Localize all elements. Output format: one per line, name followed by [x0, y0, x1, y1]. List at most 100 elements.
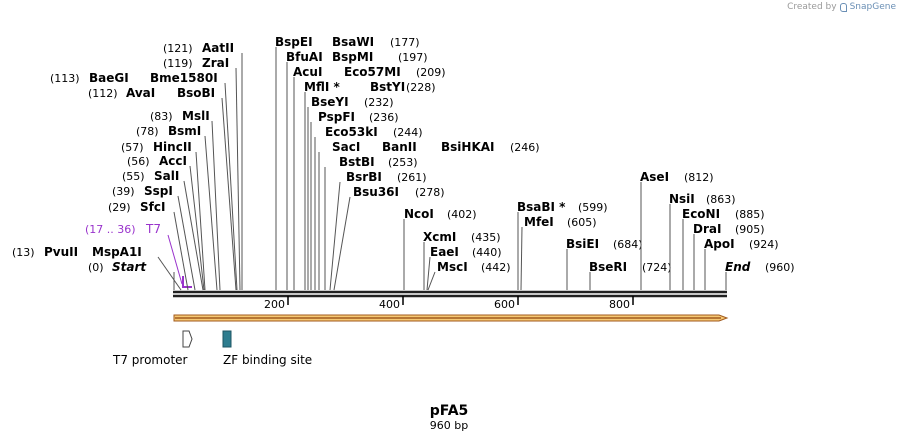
enzyme-site[interactable]: XcmI (435): [423, 230, 501, 290]
enzyme-site[interactable]: EaeI (440): [426, 245, 502, 291]
site-leader: [235, 67, 241, 291]
site-leader: [189, 165, 205, 291]
snapgene-logo-icon: [839, 2, 847, 12]
enzyme-site[interactable]: BseRI (724): [589, 260, 672, 290]
site-position: (261): [397, 171, 427, 184]
enzyme-site[interactable]: (55) SalI: [122, 169, 204, 291]
enzyme-site[interactable]: SacI BanII BsiHKAI (246): [318, 140, 540, 290]
site-name: SacI: [332, 140, 360, 154]
site-position: (724): [642, 261, 672, 274]
enzyme-site[interactable]: (119) ZraI: [163, 56, 241, 291]
site-name: DraI: [693, 222, 721, 236]
enzyme-site[interactable]: BstBI (253): [324, 155, 418, 290]
enzyme-site[interactable]: BsiEI (684): [566, 237, 643, 290]
enzyme-site[interactable]: (13) PvuII MspA1I: [12, 245, 182, 291]
site-name: EaeI: [430, 245, 459, 259]
enzyme-site[interactable]: BseYI (232): [307, 95, 394, 290]
enzyme-site[interactable]: AcuI Eco57MI (209): [293, 65, 446, 290]
enzyme-site[interactable]: (29) SfcI: [108, 200, 189, 291]
site-position: (55): [122, 170, 145, 183]
site-name: PspFI: [318, 110, 355, 124]
primer-t7[interactable]: (17 .. 36) T7: [85, 222, 192, 288]
enzyme-site[interactable]: MscI (442): [427, 260, 511, 291]
site-leader: [183, 180, 204, 291]
site-leader: [157, 256, 182, 291]
primer-leader: [167, 234, 183, 285]
enzyme-site[interactable]: ApoI (924): [704, 237, 779, 290]
enzyme-site[interactable]: MflI * BstYI (228): [304, 80, 436, 290]
enzyme-site[interactable]: (78) BsmI: [136, 124, 218, 291]
enzyme-site[interactable]: PspFI (236): [310, 110, 399, 290]
enzyme-site[interactable]: BsaBI * (599): [517, 200, 608, 290]
site-leader: [173, 211, 189, 291]
site-name: BsaBI *: [517, 200, 566, 214]
site-position: (209): [416, 66, 446, 79]
site-position: (113): [50, 72, 80, 85]
site-position: (905): [735, 223, 765, 236]
site-name: MfeI: [524, 215, 554, 229]
site-name: SfcI: [140, 200, 165, 214]
site-name: Eco53kI: [325, 125, 378, 139]
site-position: (57): [121, 141, 144, 154]
enzyme-site[interactable]: (57) HincII: [121, 140, 206, 291]
enzyme-site[interactable]: (0) Start: [88, 260, 175, 290]
site-position: (39): [112, 185, 135, 198]
site-position: (924): [749, 238, 779, 251]
site-name: BaeGI: [89, 71, 129, 85]
axis-tick-label: 200: [264, 298, 285, 311]
site-leader: [333, 196, 351, 291]
enzyme-site[interactable]: DraI (905): [693, 222, 765, 290]
site-name: AseI: [640, 170, 669, 184]
t7-promoter-icon[interactable]: [182, 330, 193, 348]
site-name: MscI: [437, 260, 468, 274]
site-leader: [426, 256, 431, 291]
site-name-2: BanII: [382, 140, 417, 154]
snapgene-credit: Created by SnapGene: [787, 2, 896, 12]
site-name: BfuAI: [286, 50, 323, 64]
enzyme-site[interactable]: Bsu36I (278): [333, 185, 445, 291]
enzyme-site[interactable]: EcoNI (885): [682, 207, 765, 290]
site-name: AcuI: [293, 65, 322, 79]
site-name: AvaI: [126, 86, 155, 100]
enzyme-site[interactable]: (56) AccI: [127, 154, 205, 291]
site-name: NcoI: [404, 207, 434, 221]
site-position: (29): [108, 201, 131, 214]
axis-tick-label: 400: [379, 298, 400, 311]
enzyme-site[interactable]: NcoI (402): [403, 207, 477, 290]
primer-range: (17 .. 36): [85, 223, 136, 236]
enzyme-site[interactable]: NsiI (863): [669, 192, 736, 290]
site-position: (0): [88, 261, 104, 274]
site-position: (236): [369, 111, 399, 124]
zf-binding-site-icon[interactable]: [222, 330, 232, 348]
site-name: Start: [112, 260, 147, 274]
site-position: (599): [578, 201, 608, 214]
enzyme-site[interactable]: AseI (812): [640, 170, 714, 290]
site-name: BspEI: [275, 35, 313, 49]
enzyme-site[interactable]: BsrBI (261): [329, 170, 427, 291]
site-position: (402): [447, 208, 477, 221]
site-name-2: BsoBI: [177, 86, 215, 100]
enzyme-site[interactable]: (113) BaeGI Bme1580I: [50, 71, 238, 291]
site-name: BsiEI: [566, 237, 599, 251]
site-leader: [177, 195, 196, 291]
enzyme-site[interactable]: (121) AatII: [163, 41, 243, 290]
enzyme-site[interactable]: End (960): [725, 260, 795, 290]
feature-label-zf-binding-site: ZF binding site: [223, 353, 312, 367]
enzyme-site[interactable]: Eco53kI (244): [314, 125, 423, 290]
site-position: (197): [398, 51, 428, 64]
axis-tick-label: 600: [494, 298, 515, 311]
site-name-2: BstYI: [370, 80, 405, 94]
enzyme-site[interactable]: (83) MslI: [150, 109, 221, 291]
site-position: (605): [567, 216, 597, 229]
enzyme-site[interactable]: (39) SspI: [112, 184, 196, 291]
enzyme-site[interactable]: BfuAI BspMI (197): [286, 50, 428, 290]
enzyme-site[interactable]: (112) AvaI BsoBI: [88, 86, 237, 291]
site-name: HincII: [153, 140, 192, 154]
enzyme-site[interactable]: MfeI (605): [520, 215, 597, 291]
sequence-length: 960 bp: [430, 419, 468, 432]
site-name-2: Bme1580I: [150, 71, 218, 85]
credit-prefix: Created by: [787, 2, 837, 12]
site-leader: [329, 181, 341, 291]
site-leader: [195, 151, 206, 291]
enzyme-site[interactable]: BspEI BsaWI (177): [275, 35, 420, 290]
